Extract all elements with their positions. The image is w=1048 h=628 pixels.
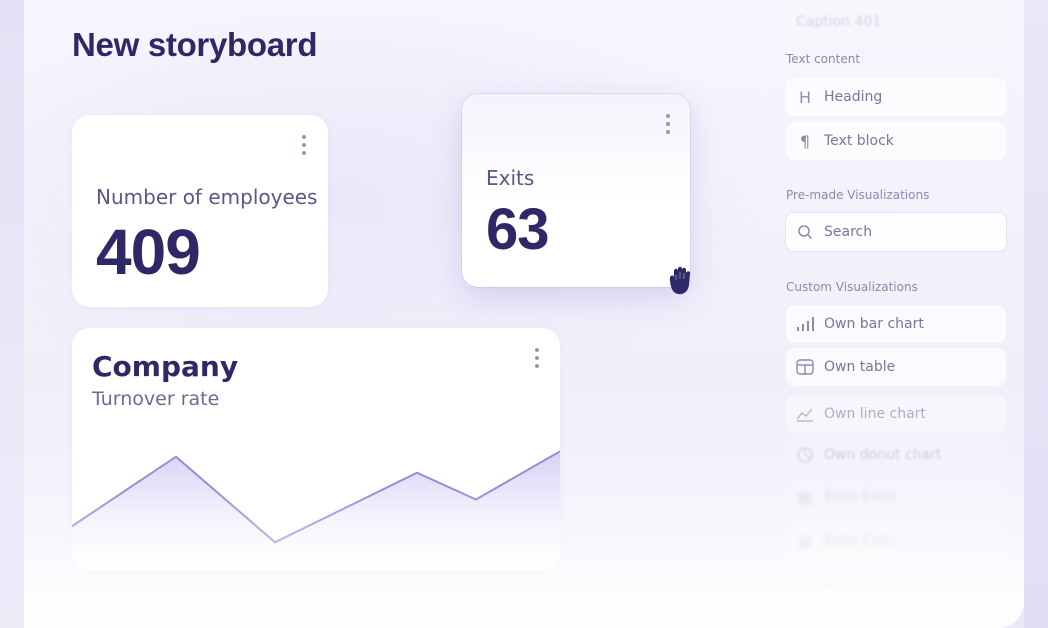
exits-card[interactable]: Exits 63 [462, 94, 690, 287]
kanban-icon: ▦ [797, 487, 813, 507]
bar-chart-icon [796, 315, 814, 333]
search-placeholder: Search [824, 224, 873, 240]
component-panel: Caption 401 Text content H Heading ¶ Tex… [784, 0, 1024, 628]
company-chart-card[interactable]: Company Turnover rate [72, 328, 560, 570]
section-label-applications: Applications [786, 578, 860, 592]
storyboard-canvas: New storyboard Number of employees 409 C… [24, 0, 1024, 628]
chart-area-fill [72, 451, 560, 570]
panel-item-own-table[interactable]: Own table [786, 348, 1006, 386]
right-gutter [1024, 0, 1048, 628]
employees-value: 409 [96, 216, 201, 288]
panel-item-label: Own donut chart [824, 447, 942, 463]
panel-item-label: Exits Exits [824, 533, 897, 549]
panel-item-text-block[interactable]: ¶ Text block [786, 122, 1006, 160]
exits-value: 63 [486, 197, 550, 262]
paragraph-icon: ¶ [799, 131, 811, 151]
page-title: New storyboard [72, 26, 318, 63]
more-options-icon[interactable] [302, 135, 306, 155]
more-options-icon[interactable] [666, 114, 670, 134]
panel-item-own-line-chart[interactable]: Own line chart [786, 395, 1006, 433]
section-label-premade: Pre-made Visualizations [786, 188, 930, 202]
section-label-text: Text content [786, 52, 861, 66]
kanban-icon: ▦ [797, 531, 813, 551]
chart-title: Company [92, 350, 239, 383]
chart-series-line [72, 450, 560, 544]
line-chart-icon [796, 405, 814, 423]
panel-item-label: Own bar chart [824, 316, 924, 332]
panel-item-exits-2[interactable]: ▦ Exits Exits [786, 522, 1006, 560]
chart-subtitle: Turnover rate [92, 388, 220, 410]
panel-item-top[interactable]: Caption 401 [786, 3, 1006, 41]
search-icon [796, 223, 814, 241]
employees-label: Number of employees [96, 185, 318, 209]
panel-item-label: Text block [824, 133, 894, 149]
section-label-custom: Custom Visualizations [786, 280, 918, 294]
panel-item-label: Own line chart [824, 406, 926, 422]
panel-item-top-label: Caption 401 [796, 14, 882, 30]
panel-item-own-bar-chart[interactable]: Own bar chart [786, 305, 1006, 343]
more-options-icon[interactable] [535, 348, 539, 368]
donut-chart-icon [796, 446, 814, 464]
panel-item-label: Own table [824, 359, 896, 375]
table-icon [796, 358, 814, 376]
left-gutter [0, 0, 24, 628]
turnover-area-chart [72, 450, 560, 570]
panel-item-label: Heading [824, 89, 883, 105]
grab-cursor-icon [669, 266, 691, 295]
panel-item-heading[interactable]: H Heading [786, 78, 1006, 116]
panel-item-exits-1[interactable]: ▦ Exits Exits [786, 478, 1006, 516]
employees-card[interactable]: Number of employees 409 [72, 115, 328, 307]
panel-item-own-donut-chart[interactable]: Own donut chart [786, 436, 1006, 474]
exits-label: Exits [486, 166, 535, 190]
heading-icon: H [798, 87, 812, 107]
search-input[interactable]: Search [786, 213, 1006, 251]
panel-item-label: Exits Exits [824, 489, 897, 505]
